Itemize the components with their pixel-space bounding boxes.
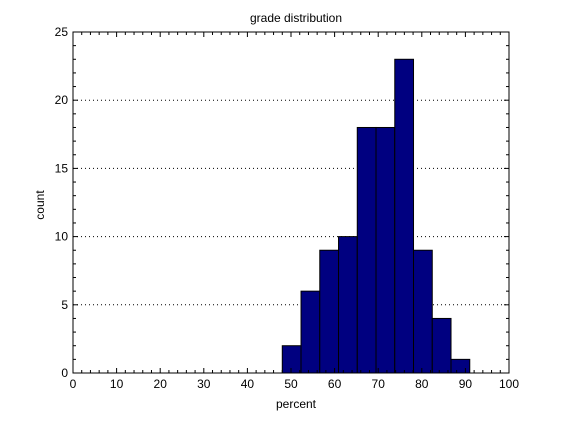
y-tick-label: 25 [55,25,69,39]
histogram-bar [450,358,471,374]
y-tick-label: 0 [61,366,68,380]
x-tick-label: 0 [70,377,77,391]
y-tick-label: 5 [61,298,68,312]
histogram-bar [413,249,433,374]
histogram-bar [281,345,302,374]
y-axis-label: count [33,190,47,220]
x-tick-label: 30 [197,377,211,391]
x-tick-label: 80 [415,377,429,391]
histogram-bar [375,126,396,374]
histogram-bars [281,58,471,374]
axis-ticks [72,31,510,374]
x-tick-label: 50 [284,377,298,391]
x-tick-label: 20 [154,377,168,391]
tick-labels: 0 10 20 30 40 50 60 70 80 90 100 0 5 10 15 20 25 [55,25,520,391]
histogram-bar [300,290,321,374]
grid-lines [73,99,509,306]
x-tick-label: 60 [328,377,342,391]
x-tick-label: 40 [241,377,255,391]
chart-title: grade distribution [250,11,342,25]
x-tick-label: 10 [110,377,124,391]
x-axis-label: percent [276,397,317,411]
histogram-bar [338,236,358,374]
histogram-bar [394,58,415,374]
y-tick-label: 20 [55,93,69,107]
histogram-bar [356,126,377,374]
x-tick-label: 90 [459,377,473,391]
y-tick-label: 15 [55,161,69,175]
histogram-bar [319,249,340,374]
x-tick-label: 100 [499,377,519,391]
y-tick-label: 10 [55,230,69,244]
x-tick-label: 70 [372,377,386,391]
histogram-bar [431,317,452,374]
